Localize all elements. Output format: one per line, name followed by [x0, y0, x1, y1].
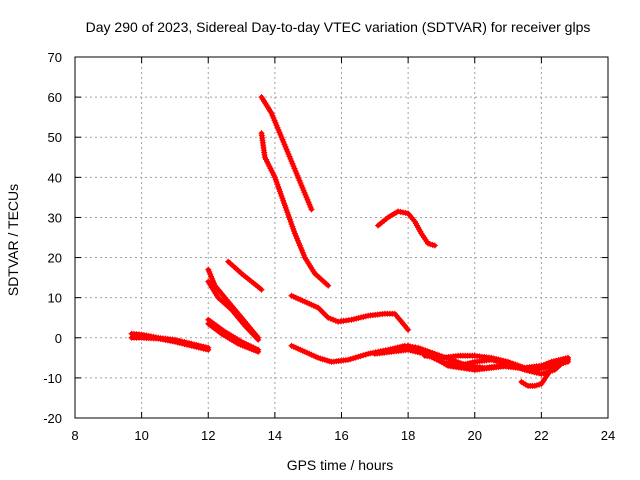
series-arc-02	[128, 334, 212, 353]
series-markers	[205, 278, 262, 343]
series-markers	[518, 356, 571, 389]
y-tick-label: 30	[48, 210, 62, 225]
y-tick-label: 60	[48, 90, 62, 105]
series-arc-09	[258, 130, 332, 289]
x-tick-label: 8	[71, 428, 78, 443]
series-arc-16	[518, 356, 571, 389]
series-markers	[258, 130, 332, 289]
series-arc-12	[375, 208, 438, 249]
x-tick-label: 20	[468, 428, 482, 443]
series-markers	[288, 292, 412, 333]
y-tick-label: 50	[48, 130, 62, 145]
y-tick-label: -20	[43, 411, 62, 426]
series-markers	[375, 208, 438, 249]
y-tick-label: 10	[48, 291, 62, 306]
series-arc-06	[205, 320, 262, 355]
series-arc-08	[258, 94, 315, 213]
series-markers	[258, 94, 315, 213]
grid	[75, 57, 608, 418]
x-axis-label: GPS time / hours	[287, 457, 394, 473]
y-tick-label: 70	[48, 50, 62, 65]
series-markers	[225, 258, 265, 293]
x-tick-label: 16	[334, 428, 348, 443]
series-line	[375, 209, 438, 248]
series-line	[259, 130, 331, 288]
series-markers	[128, 334, 212, 353]
series-arc-04	[205, 278, 262, 343]
y-tick-label: 0	[55, 331, 62, 346]
series-group	[128, 94, 571, 389]
series-arc-13	[371, 346, 571, 377]
y-tick-label: -10	[43, 371, 62, 386]
y-tick-label: 40	[48, 170, 62, 185]
x-tick-label: 12	[201, 428, 215, 443]
y-tick-label: 20	[48, 251, 62, 266]
x-tick-label: 18	[401, 428, 415, 443]
series-markers	[205, 320, 262, 355]
series-arc-10	[288, 292, 412, 333]
axes: 8 10 12 14 16 18 20 22 24 -20 -10 0 10 20 30 40 50 60 70	[43, 50, 615, 443]
y-axis-label: SDTVAR / TECUs	[5, 184, 21, 296]
x-tick-label: 10	[134, 428, 148, 443]
series-arc-15	[421, 352, 571, 371]
series-markers	[421, 352, 571, 371]
x-tick-label: 24	[601, 428, 615, 443]
x-tick-label: 14	[268, 428, 282, 443]
series-arc-07	[225, 258, 265, 293]
x-tick-label: 22	[534, 428, 548, 443]
chart-title: Day 290 of 2023, Sidereal Day-to-day VTE…	[86, 19, 591, 35]
series-line	[225, 259, 264, 292]
